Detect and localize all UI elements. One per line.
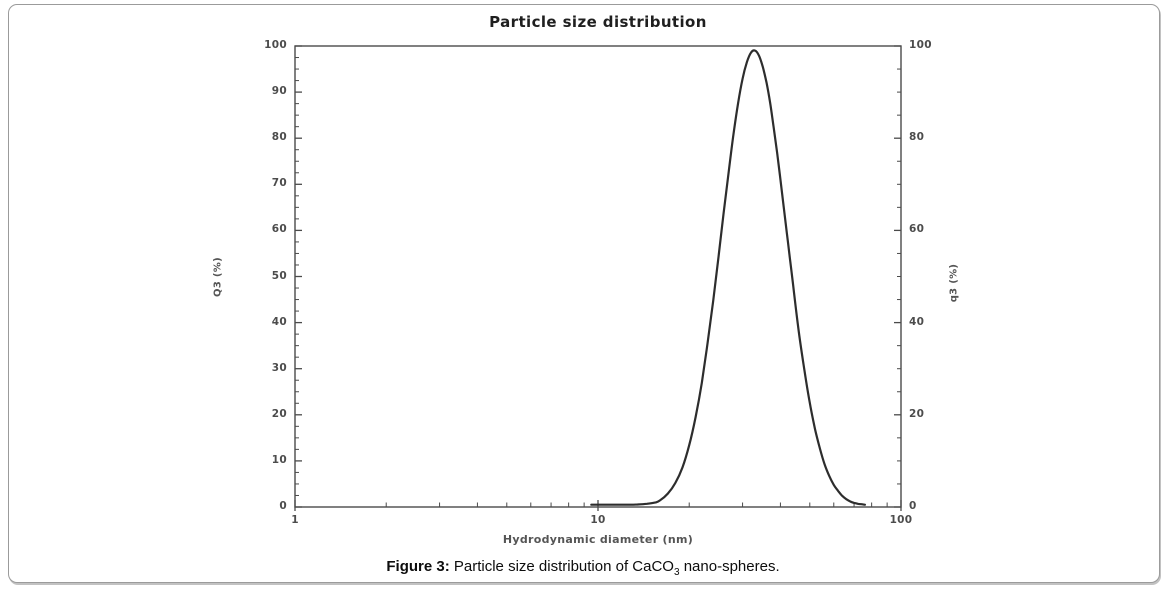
x-axis-label: Hydrodynamic diameter (nm) (502, 533, 694, 546)
figure-caption-body: Particle size distribution of CaCO (449, 558, 674, 575)
figure-caption-tail: nano-spheres. (679, 558, 780, 575)
y-axis-label-right: q3 (%) (948, 263, 960, 303)
distribution-curve (590, 49, 866, 506)
figure-caption: Figure 3: Particle size distribution of … (8, 558, 1158, 578)
plot-frame (294, 45, 902, 508)
figure-caption-number: Figure 3: (386, 558, 450, 575)
chart-title: Particle size distribution (489, 13, 707, 31)
figure-caption-subscript: 3 (673, 567, 680, 578)
figure-panel (8, 4, 1160, 583)
y-axis-label-left: Q3 (%) (212, 257, 224, 297)
